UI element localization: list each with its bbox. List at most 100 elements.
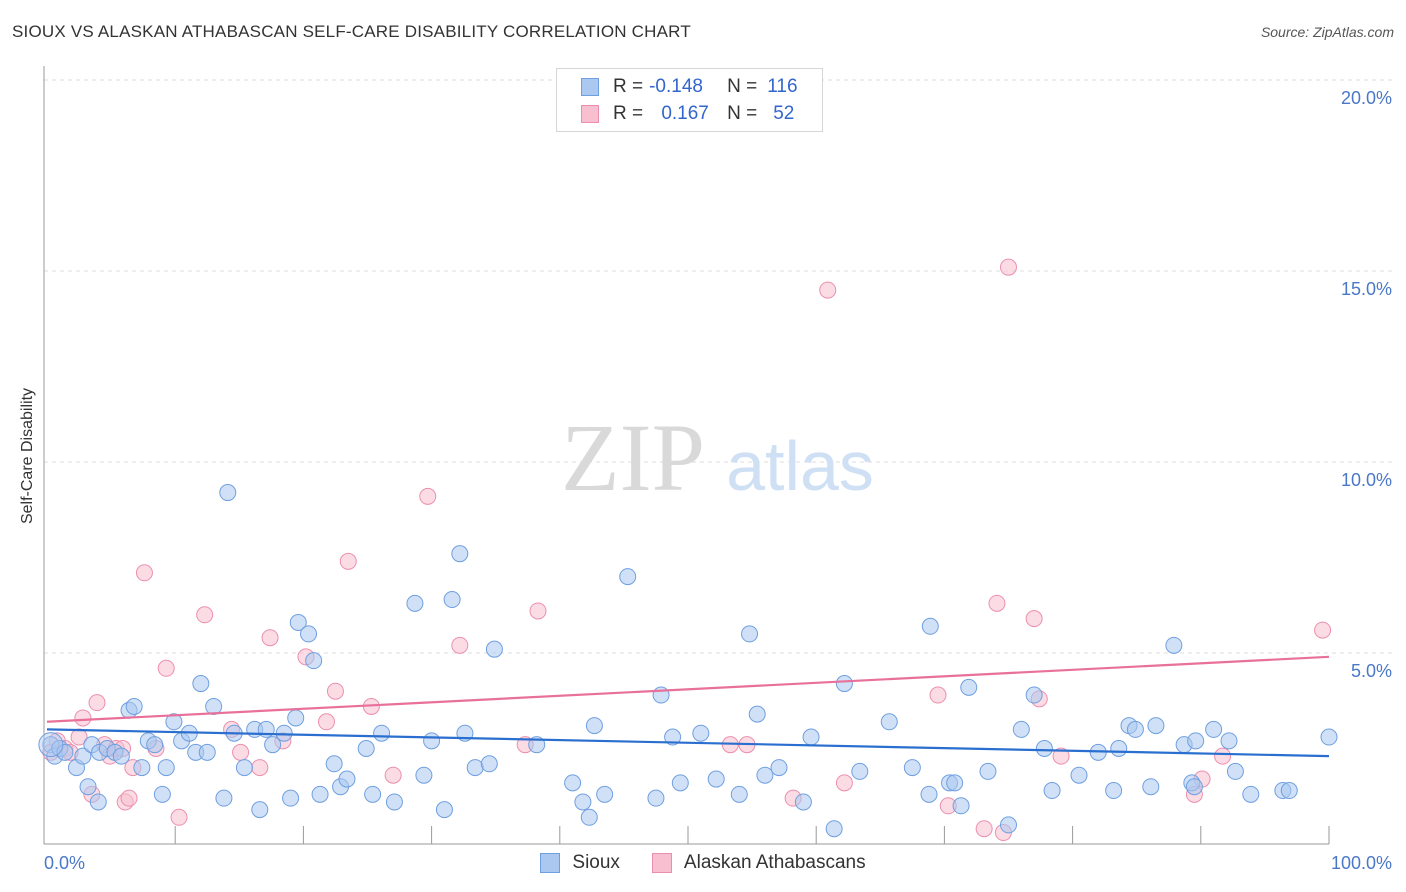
sioux-point	[756, 766, 774, 784]
alaskan-point	[88, 694, 106, 712]
sioux-point	[825, 820, 843, 838]
sioux-point	[385, 793, 403, 811]
alaskan-point	[1314, 621, 1332, 639]
sioux-point	[671, 774, 689, 792]
alaskan-point	[120, 789, 138, 807]
sioux-point	[946, 774, 964, 792]
sioux-point	[157, 759, 175, 777]
y-tick-label: 10.0%	[1341, 470, 1392, 490]
sioux-point	[415, 766, 433, 784]
sioux-point	[748, 705, 766, 723]
sioux-point	[198, 743, 216, 761]
sioux-point	[192, 675, 210, 693]
sioux-point	[251, 801, 269, 819]
alaskan-point	[384, 766, 402, 784]
alaskan-point	[157, 659, 175, 677]
sioux-point	[205, 697, 223, 715]
alaskan-point	[1000, 258, 1017, 276]
sioux-point	[920, 785, 938, 803]
legend-row-sioux: R = -0.148 N = 116	[581, 74, 798, 100]
sioux-point	[146, 736, 164, 754]
alaskan-point	[929, 686, 947, 704]
sioux-point	[1185, 778, 1203, 796]
alaskan-trend-line	[46, 655, 1330, 723]
alaskan-point	[261, 629, 279, 647]
alaskan-point	[326, 682, 344, 700]
sioux-point	[38, 732, 64, 758]
sioux-point	[1000, 816, 1017, 834]
alaskan-point	[317, 713, 335, 731]
sioux-point	[1226, 762, 1244, 780]
watermark-zip: ZIP	[561, 404, 705, 511]
bottom-legend-sioux-label: Sioux	[572, 852, 620, 873]
alaskan-points	[42, 258, 1332, 842]
sioux-point	[215, 789, 233, 807]
sioux-point	[692, 724, 710, 742]
sioux-point	[1142, 778, 1160, 796]
sioux-point	[406, 594, 424, 612]
watermark-atlas: atlas	[726, 427, 874, 505]
legend-r-value: 0.167	[661, 103, 709, 124]
trend-lines	[46, 655, 1330, 758]
sioux-point	[1070, 766, 1088, 784]
y-tick-label: 15.0%	[1341, 279, 1392, 299]
sioux-point	[1187, 732, 1205, 750]
sioux-point	[264, 736, 282, 754]
sioux-point	[903, 759, 921, 777]
legend-r-label: R =	[613, 103, 644, 124]
y-tick-label: 20.0%	[1341, 88, 1392, 108]
sioux-point	[125, 697, 143, 715]
sioux-point	[835, 675, 853, 693]
sioux-point	[435, 801, 453, 819]
sioux-point	[596, 785, 614, 803]
sioux-point	[730, 785, 748, 803]
bottom-legend: Sioux Alaskan Athabascans	[0, 852, 1406, 874]
alaskan-point	[1025, 610, 1043, 628]
legend: R = -0.148 N = 116 R = 0.167 N = 52	[556, 68, 823, 132]
sioux-point	[1205, 720, 1223, 738]
sioux-point	[564, 774, 582, 792]
x-tick-label: 100.0%	[1331, 853, 1392, 873]
sioux-point	[289, 613, 307, 631]
sioux-point	[794, 793, 812, 811]
tick-labels: 5.0% 10.0% 15.0% 20.0% 0.0% 100.0%	[44, 88, 1392, 873]
watermark: ZIP atlas	[561, 404, 874, 511]
sioux-point	[952, 797, 970, 815]
sioux-point	[235, 759, 253, 777]
sioux-point	[1147, 717, 1165, 735]
sioux-point	[1025, 686, 1043, 704]
legend-n-label: N =	[727, 76, 758, 97]
alaskan-point	[1214, 747, 1232, 765]
sioux-point	[79, 778, 97, 796]
sioux-point	[802, 728, 820, 746]
sioux-point	[1320, 728, 1338, 746]
alaskan-point	[1052, 747, 1070, 765]
sioux-point	[619, 568, 637, 586]
sioux-point	[741, 625, 759, 643]
sioux-point	[338, 770, 356, 788]
sioux-swatch	[540, 853, 561, 873]
sioux-point	[56, 743, 74, 761]
alaskan-point	[135, 564, 153, 582]
sioux-point	[1035, 740, 1053, 757]
sioux-point	[851, 762, 869, 780]
alaskan-point	[419, 487, 437, 505]
sioux-point	[325, 755, 343, 773]
sioux-point	[585, 717, 603, 735]
legend-r-value: -0.148	[649, 76, 703, 97]
sioux-point	[1110, 740, 1128, 757]
alaskan-point	[196, 606, 214, 624]
sioux-point	[451, 545, 469, 563]
sioux-point	[921, 617, 939, 635]
alaskan-point	[529, 602, 547, 620]
legend-row-alaskan: R = 0.167 N = 52	[581, 101, 794, 127]
sioux-swatch	[581, 78, 599, 96]
sioux-point	[112, 747, 130, 765]
grid-lines	[44, 79, 1392, 654]
legend-n-value: 116	[767, 76, 798, 97]
sioux-point	[1280, 782, 1298, 800]
sioux-point	[647, 789, 665, 807]
sioux-point	[311, 785, 329, 803]
sioux-point	[1105, 782, 1123, 800]
sioux-points	[38, 484, 1338, 838]
